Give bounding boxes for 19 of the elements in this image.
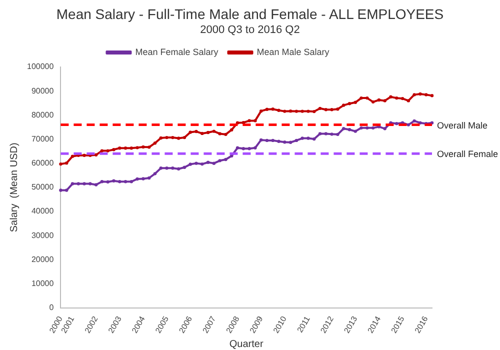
- chart-title: Mean Salary - Full-Time Male and Female - ALL EMPLOYEES: [55, 6, 445, 22]
- chart-subtitle: 2000 Q3 to 2016 Q2: [199, 24, 301, 36]
- x-axis-title: Quarter: [229, 338, 264, 350]
- y-tick-label: 100000: [26, 62, 54, 72]
- y-axis-title: Salary (Mean USD): [8, 142, 20, 232]
- legend-label: Mean Female Salary: [135, 46, 219, 57]
- y-tick-label: 90000: [31, 86, 54, 96]
- y-tick-label: 80000: [31, 110, 54, 120]
- y-tick-label: 30000: [31, 230, 54, 240]
- y-tick-label: 40000: [31, 206, 54, 216]
- y-tick-label: 0: [49, 302, 54, 312]
- y-tick-label: 60000: [31, 158, 54, 168]
- ref-line-label: Overall Female: [437, 149, 498, 160]
- y-tick-label: 70000: [31, 134, 54, 144]
- y-tick-label: 10000: [31, 278, 54, 288]
- y-tick-label: 20000: [31, 254, 54, 264]
- legend-label: Mean Male Salary: [256, 46, 330, 57]
- y-tick-label: 50000: [31, 182, 54, 192]
- ref-line-label: Overall Male: [437, 120, 488, 130]
